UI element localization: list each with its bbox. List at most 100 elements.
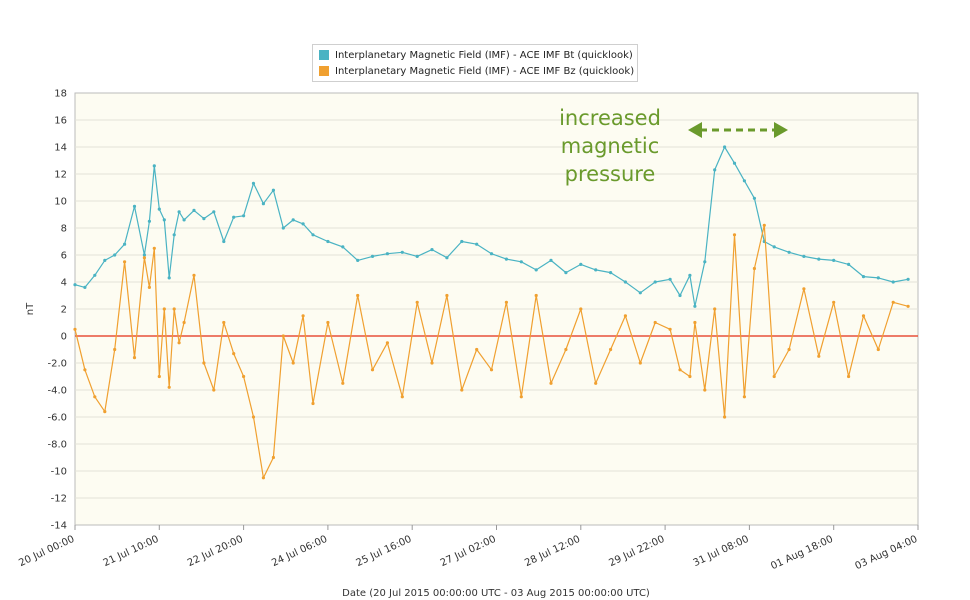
data-point-bz[interactable] [167,385,171,389]
data-point-bz[interactable] [152,246,156,250]
data-point-bt[interactable] [549,258,553,262]
data-point-bt[interactable] [847,262,851,266]
data-point-bz[interactable] [594,381,598,385]
data-point-bz[interactable] [579,307,583,311]
data-point-bz[interactable] [861,314,866,318]
data-point-bz[interactable] [113,347,117,352]
data-point-bz[interactable] [341,381,345,385]
data-point-bz[interactable] [415,300,419,304]
data-point-bt[interactable] [152,164,156,168]
data-point-bt[interactable] [752,196,757,200]
data-point-bt[interactable] [817,257,821,261]
data-point-bt[interactable] [693,304,697,308]
data-point-bt[interactable] [291,218,295,222]
data-point-bt[interactable] [772,245,776,249]
data-point-bz[interactable] [192,273,196,277]
data-point-bt[interactable] [489,252,494,256]
data-point-bt[interactable] [400,250,404,254]
data-point-bz[interactable] [668,327,672,331]
data-point-bz[interactable] [638,361,642,365]
data-point-bz[interactable] [678,368,682,372]
data-point-bz[interactable] [534,293,538,298]
data-point-bz[interactable] [817,354,821,358]
data-point-bz[interactable] [370,368,375,372]
legend-item-bz[interactable]: Interplanetary Magnetic Field (IMF) - AC… [319,63,634,79]
data-point-bz[interactable] [301,314,305,318]
data-point-bz[interactable] [430,361,434,365]
data-point-bt[interactable] [177,210,181,214]
data-point-bt[interactable] [594,268,598,272]
data-point-bt[interactable] [222,239,226,244]
data-point-bz[interactable] [261,476,265,480]
data-point-bt[interactable] [668,277,672,281]
legend-item-bt[interactable]: Interplanetary Magnetic Field (IMF) - AC… [319,47,633,63]
data-point-bt[interactable] [212,210,216,214]
data-point-bt[interactable] [93,273,97,277]
data-point-bt[interactable] [167,276,171,280]
data-point-bt[interactable] [460,239,464,244]
data-point-bt[interactable] [182,218,186,222]
data-point-bz[interactable] [832,300,836,304]
data-point-bt[interactable] [504,257,508,261]
data-point-bz[interactable] [400,395,404,399]
data-point-bz[interactable] [356,293,360,298]
data-point-bt[interactable] [534,268,538,272]
data-point-bz[interactable] [157,374,161,379]
data-point-bt[interactable] [415,254,419,258]
data-point-bt[interactable] [713,168,717,172]
data-point-bz[interactable] [772,374,776,379]
data-point-bt[interactable] [832,258,836,262]
data-point-bz[interactable] [147,285,151,289]
data-point-bt[interactable] [157,207,161,211]
data-point-bt[interactable] [142,253,146,257]
data-point-bz[interactable] [291,361,295,365]
data-point-bz[interactable] [385,341,389,345]
data-point-bz[interactable] [177,341,181,345]
data-point-bz[interactable] [93,395,97,399]
data-point-bz[interactable] [445,293,449,298]
data-point-bz[interactable] [723,415,727,419]
data-point-bz[interactable] [762,223,766,227]
data-point-bz[interactable] [609,347,613,352]
data-point-bz[interactable] [564,347,568,352]
data-point-bt[interactable] [787,250,791,254]
data-point-bt[interactable] [132,204,137,208]
data-point-bt[interactable] [232,215,236,219]
data-point-bz[interactable] [162,307,166,311]
data-point-bz[interactable] [281,334,285,338]
data-point-bt[interactable] [103,258,107,262]
data-point-bz[interactable] [906,304,910,308]
data-point-bz[interactable] [787,347,791,352]
data-point-bt[interactable] [192,208,196,212]
data-point-bt[interactable] [688,273,692,277]
data-point-bt[interactable] [242,214,246,218]
data-point-bt[interactable] [861,275,866,279]
data-point-bz[interactable] [326,320,330,325]
data-point-bz[interactable] [623,314,628,318]
data-point-bt[interactable] [113,253,117,257]
data-point-bz[interactable] [222,320,226,325]
data-point-bt[interactable] [172,233,176,237]
data-point-bz[interactable] [713,307,717,311]
data-point-bt[interactable] [83,285,87,289]
data-point-bt[interactable] [261,202,265,206]
data-point-bz[interactable] [876,347,880,352]
data-point-bt[interactable] [638,291,642,295]
data-point-bz[interactable] [242,374,246,379]
data-point-bt[interactable] [653,280,657,284]
data-point-bt[interactable] [906,277,910,281]
data-point-bt[interactable] [123,242,127,246]
data-point-bz[interactable] [460,388,464,392]
data-point-bz[interactable] [251,415,256,419]
data-point-bt[interactable] [732,161,737,165]
data-point-bt[interactable] [678,293,682,298]
data-point-bz[interactable] [519,395,523,399]
data-point-bz[interactable] [489,368,494,372]
data-point-bt[interactable] [519,260,523,264]
data-point-bz[interactable] [752,266,757,271]
data-point-bt[interactable] [723,145,727,149]
data-point-bt[interactable] [281,226,285,230]
data-point-bz[interactable] [504,300,508,304]
data-point-bt[interactable] [326,239,330,244]
data-point-bz[interactable] [123,260,127,264]
